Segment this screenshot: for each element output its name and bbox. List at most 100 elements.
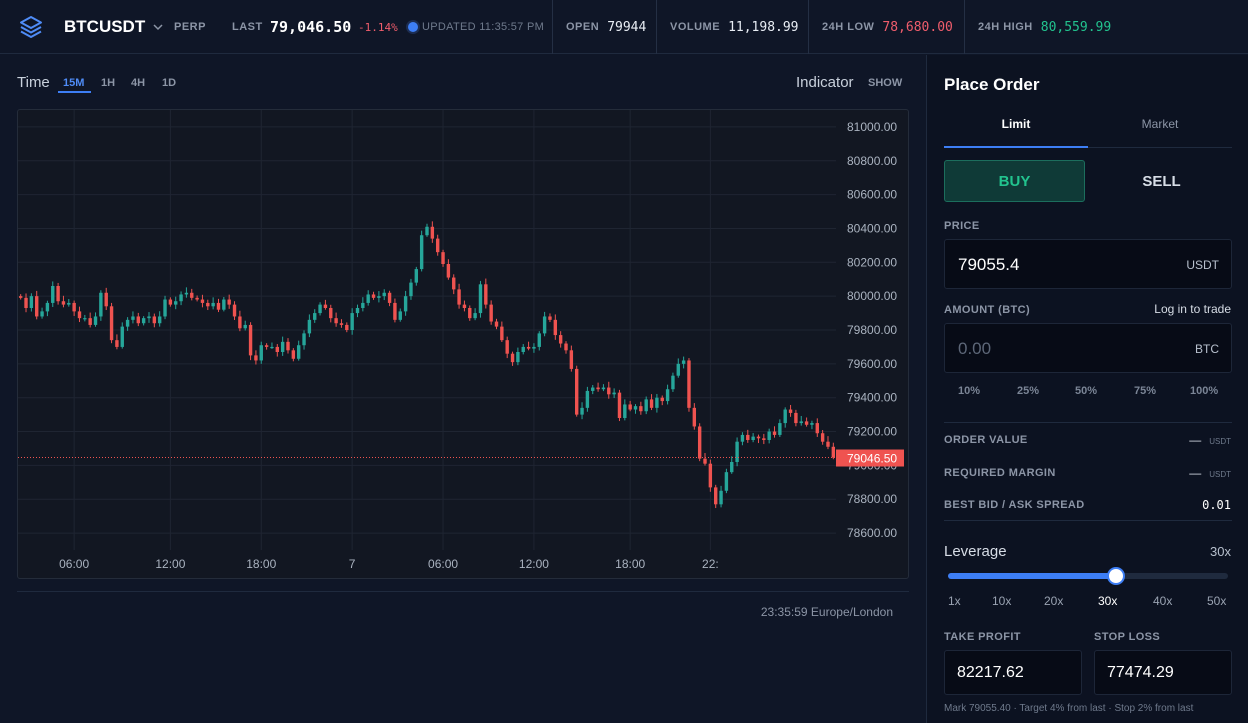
candle-body [398, 311, 402, 320]
candle-body [238, 316, 242, 329]
last-price-badge [836, 449, 904, 467]
candle-body [468, 308, 472, 319]
amount-unit: BTC [1195, 342, 1219, 356]
candle-body [601, 387, 606, 390]
candle-body [227, 299, 231, 305]
candle-body [714, 487, 718, 505]
candle-body [248, 324, 253, 356]
amount-input[interactable]: 0.00 [958, 339, 992, 358]
percent-75[interactable]: 75% [1134, 385, 1157, 397]
tabs-divider [944, 147, 1232, 148]
candle-body [280, 341, 285, 352]
candle-body [115, 340, 119, 347]
candle-body [580, 407, 584, 415]
summary-divider-bottom [944, 520, 1232, 521]
candle-body [125, 319, 130, 327]
candle-body [200, 299, 205, 303]
candle-body [414, 269, 419, 283]
price-unit: USDT [1186, 258, 1219, 272]
time-label: Time [17, 74, 50, 91]
candle-body [329, 308, 333, 319]
price-input[interactable]: 79055.4 [958, 255, 1020, 274]
candle-body [441, 252, 445, 264]
candle-body [730, 462, 734, 473]
chart-canvas[interactable]: 81000.00 80800.00 80600.00 80400.00 80200.00… [18, 110, 909, 579]
percent-100[interactable]: 100% [1190, 385, 1219, 397]
candle-body [537, 333, 541, 347]
candle-body [820, 433, 825, 442]
candle-body [564, 343, 568, 351]
tab-market[interactable]: Market [1141, 117, 1179, 131]
candle-body [323, 304, 328, 308]
y-tick-label: 79800.00 [847, 323, 897, 337]
percent-50[interactable]: 50% [1075, 385, 1098, 397]
leverage-mark-1x[interactable]: 1x [948, 594, 961, 608]
candle-body [494, 321, 499, 327]
timeframe-1h[interactable]: 1H [101, 77, 116, 89]
candle-body [275, 346, 280, 352]
take-profit-field[interactable]: 82217.62 [944, 650, 1082, 695]
candle-body [660, 397, 664, 402]
candle-body [826, 441, 830, 447]
last-price-badge-label: 79046.50 [847, 452, 897, 466]
spread-value: 0.01 [1202, 498, 1231, 512]
percent-10[interactable]: 10% [958, 385, 981, 397]
candle-body [735, 441, 739, 462]
chevron-down-icon [153, 23, 163, 31]
leverage-mark-40x[interactable]: 40x [1153, 594, 1173, 608]
candle-body [307, 319, 312, 334]
candle-body [163, 299, 167, 317]
chart-panel: Time 15M 1H 4H 1D Indicator SHOW 81000.0… [0, 55, 926, 723]
tab-limit[interactable]: Limit [1001, 117, 1031, 131]
candle-body [93, 316, 98, 325]
amount-field[interactable]: 0.00 BTC [944, 323, 1232, 373]
candle-body [778, 423, 782, 435]
y-tick-label: 80800.00 [847, 154, 897, 168]
layers-icon[interactable] [18, 0, 44, 54]
candle-body [366, 294, 370, 303]
candle-body [131, 316, 135, 320]
take-profit-input[interactable]: 82217.62 [957, 664, 1024, 681]
timeframe-1d[interactable]: 1D [162, 77, 177, 89]
timeframe-4h[interactable]: 4H [131, 77, 146, 89]
stop-loss-field[interactable]: 77474.29 [1094, 650, 1232, 695]
candle-body [377, 296, 381, 298]
candle-body [190, 292, 194, 298]
leverage-label: Leverage [944, 543, 1007, 560]
live-dot-icon [408, 0, 418, 54]
candle-body [361, 302, 365, 308]
candle-body [61, 301, 66, 305]
chart-divider [17, 591, 909, 592]
symbol-selector[interactable]: BTCUSDT [64, 0, 163, 54]
candle-body [452, 277, 456, 290]
login-link[interactable]: Log in to trade [1154, 302, 1231, 316]
candle-body [435, 238, 440, 253]
leverage-mark-10x[interactable]: 10x [992, 594, 1012, 608]
candlestick-chart[interactable]: 81000.00 80800.00 80600.00 80400.00 80200.00… [17, 109, 909, 579]
candle-body [489, 304, 493, 322]
candle-body [51, 286, 55, 303]
candle-body [510, 353, 515, 363]
price-field[interactable]: 79055.4 USDT [944, 239, 1232, 289]
candle-body [649, 399, 654, 408]
leverage-slider-thumb[interactable] [1109, 569, 1123, 583]
timeframe-15m[interactable]: 15M [63, 77, 85, 89]
candle-body [703, 458, 707, 464]
x-tick-label: 18:00 [615, 557, 645, 571]
leverage-mark-50x[interactable]: 50x [1207, 594, 1227, 608]
market-header: BTCUSDT PERP LAST 79,046.50 -1.14% UPDAT… [0, 0, 1248, 54]
percent-25[interactable]: 25% [1017, 385, 1040, 397]
indicator-show-button[interactable]: SHOW [868, 77, 903, 89]
candle-body [799, 421, 803, 424]
buy-button[interactable]: BUY [944, 160, 1085, 202]
y-tick-label: 80400.00 [847, 221, 897, 235]
leverage-mark-20x[interactable]: 20x [1044, 594, 1064, 608]
leverage-mark-30x[interactable]: 30x [1098, 594, 1118, 608]
candle-body [136, 316, 140, 324]
leverage-slider[interactable] [948, 569, 1228, 583]
sell-button[interactable]: SELL [1142, 172, 1181, 190]
order-value: — USDT [1189, 433, 1231, 447]
y-tick-label: 80600.00 [847, 188, 897, 202]
stop-loss-input[interactable]: 77474.29 [1107, 664, 1174, 681]
chart-clock: 23:35:59 Europe/London [760, 605, 893, 619]
